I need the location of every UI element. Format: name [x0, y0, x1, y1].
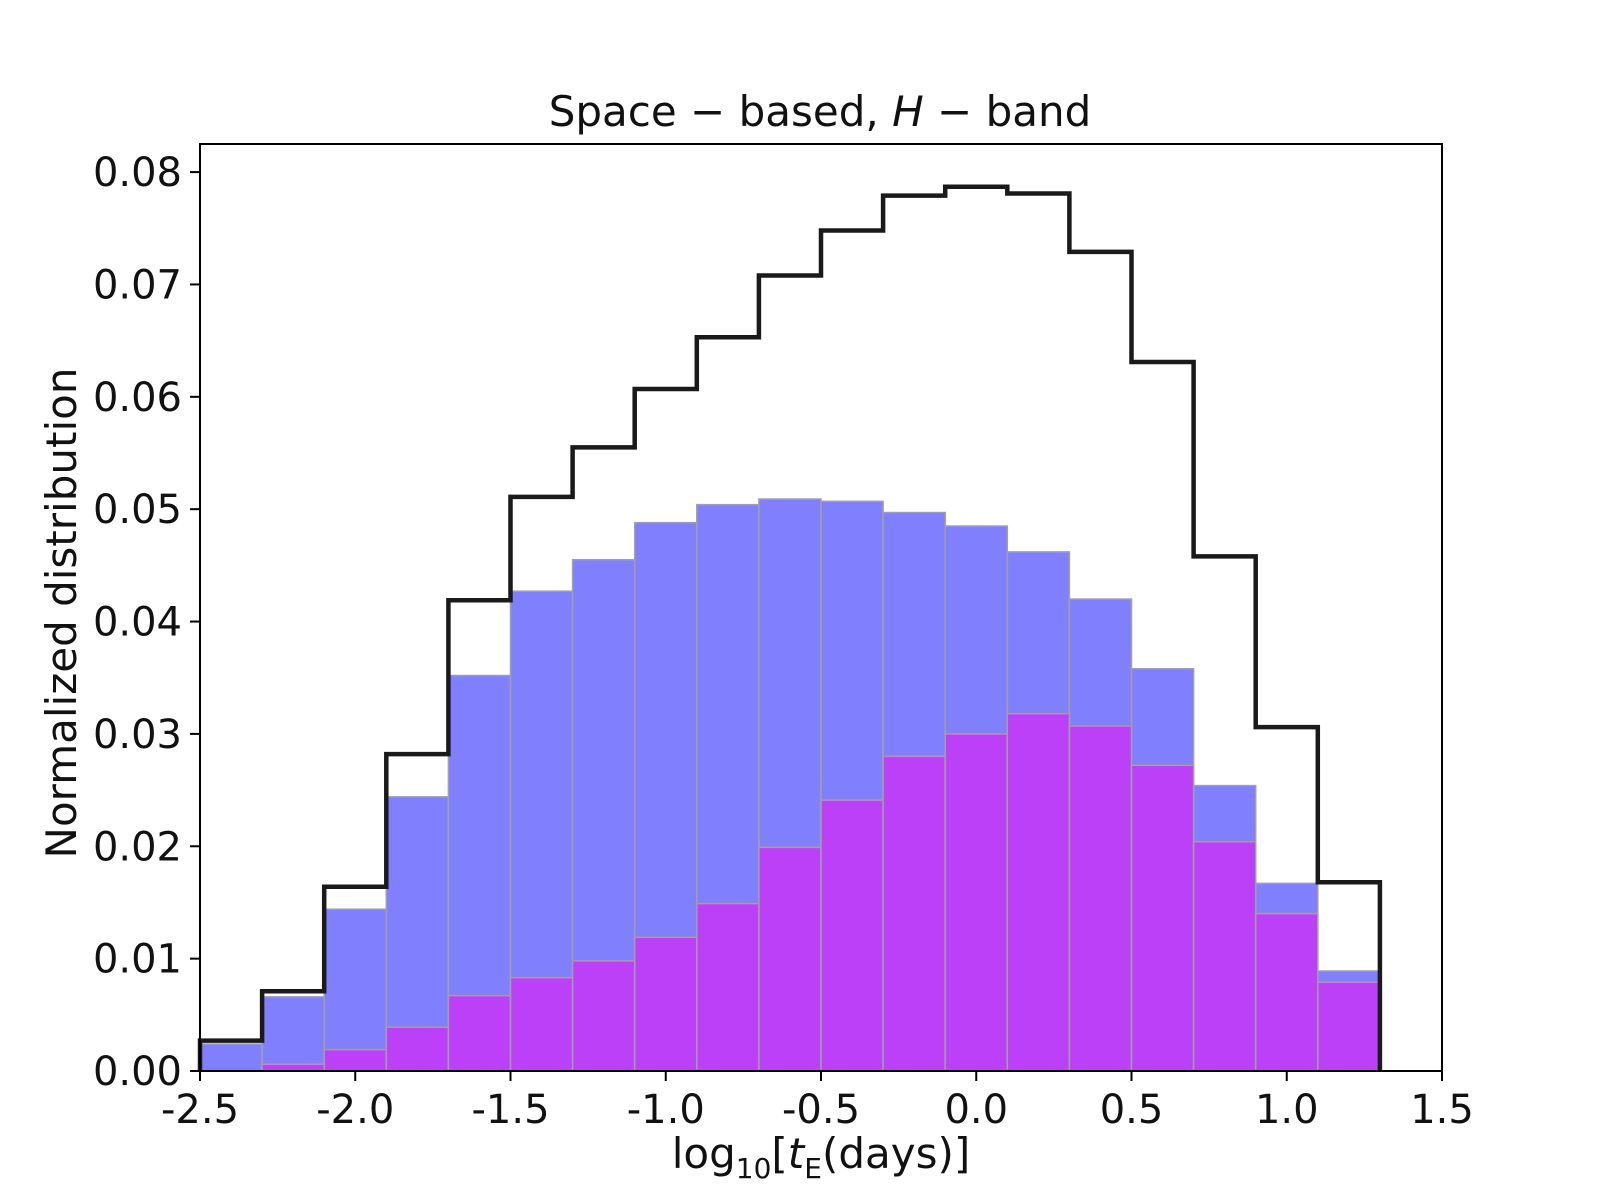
- x-axis-label-bracket: [: [771, 1129, 787, 1178]
- blue-bar: [199, 1043, 263, 1072]
- x-tick-label: 0.5: [1100, 1087, 1164, 1133]
- x-axis-label-log: log: [672, 1129, 736, 1178]
- purple-bar: [1130, 764, 1195, 1072]
- y-tick-label: 0.06: [93, 375, 182, 421]
- x-tick-label: 1.0: [1255, 1087, 1319, 1133]
- chart-title-italic: H: [892, 87, 924, 136]
- purple-bar: [509, 976, 574, 1072]
- purple-bar: [1192, 841, 1257, 1072]
- purple-bar: [385, 1026, 450, 1072]
- y-tick-label: 0.02: [93, 824, 182, 870]
- x-axis-label-t: t: [788, 1129, 806, 1178]
- purple-bar: [1254, 912, 1319, 1072]
- chart-title-prefix: Space − based,: [549, 87, 892, 136]
- x-tick-label: -1.0: [627, 1087, 705, 1133]
- purple-bar: [261, 1063, 325, 1072]
- x-tick-label: 1.5: [1410, 1087, 1474, 1133]
- y-tick-label: 0.04: [93, 600, 182, 646]
- purple-bar: [633, 936, 698, 1072]
- purple-bar: [696, 902, 760, 1072]
- purple-bar: [323, 1048, 388, 1072]
- x-axis-label-sub10: 10: [736, 1152, 772, 1185]
- y-tick-label: 0.07: [93, 262, 182, 308]
- blue-bar: [261, 996, 325, 1072]
- y-axis-ticks: 0.00 0.01 0.02 0.03 0.04 0.05 0.06 0.07 0.08: [93, 150, 200, 1095]
- chart-title: Space − based, H − band: [549, 87, 1092, 136]
- purple-bar: [1068, 725, 1133, 1072]
- y-tick-label: 0.00: [93, 1049, 182, 1095]
- y-tick-label: 0.01: [93, 937, 182, 983]
- chart-title-suffix: − band: [924, 87, 1092, 136]
- step-outline-series: [197, 184, 1383, 1071]
- y-axis-label: Normalized distribution: [37, 368, 86, 859]
- x-tick-label: -0.5: [782, 1087, 860, 1133]
- purple-bar: [1006, 712, 1071, 1072]
- purple-histogram-series: [261, 712, 1381, 1072]
- y-tick-label: 0.03: [93, 712, 182, 758]
- x-axis-label: log10[tE(days)]: [672, 1129, 971, 1185]
- purple-bar: [571, 960, 636, 1072]
- y-tick-label: 0.05: [93, 487, 182, 533]
- blue-bar: [323, 908, 388, 1072]
- purple-bar: [820, 799, 884, 1072]
- x-axis-ticks: -2.5 -2.0 -1.5 -1.0 -0.5 0.0 0.5 1.0 1.5: [161, 1071, 1474, 1133]
- purple-bar: [1317, 981, 1381, 1072]
- x-axis-label-subE: E: [804, 1152, 822, 1185]
- y-tick-label: 0.08: [93, 150, 182, 196]
- purple-bar: [758, 846, 822, 1072]
- purple-bar: [944, 733, 1009, 1072]
- purple-bar: [882, 755, 946, 1072]
- x-tick-label: -1.5: [471, 1087, 549, 1133]
- x-axis-label-rest: (days)]: [822, 1129, 970, 1178]
- x-tick-label: -2.0: [316, 1087, 394, 1133]
- x-tick-label: -2.5: [161, 1087, 239, 1133]
- blue-bar: [385, 796, 450, 1072]
- purple-bar: [447, 994, 512, 1072]
- x-tick-label: 0.0: [944, 1087, 1008, 1133]
